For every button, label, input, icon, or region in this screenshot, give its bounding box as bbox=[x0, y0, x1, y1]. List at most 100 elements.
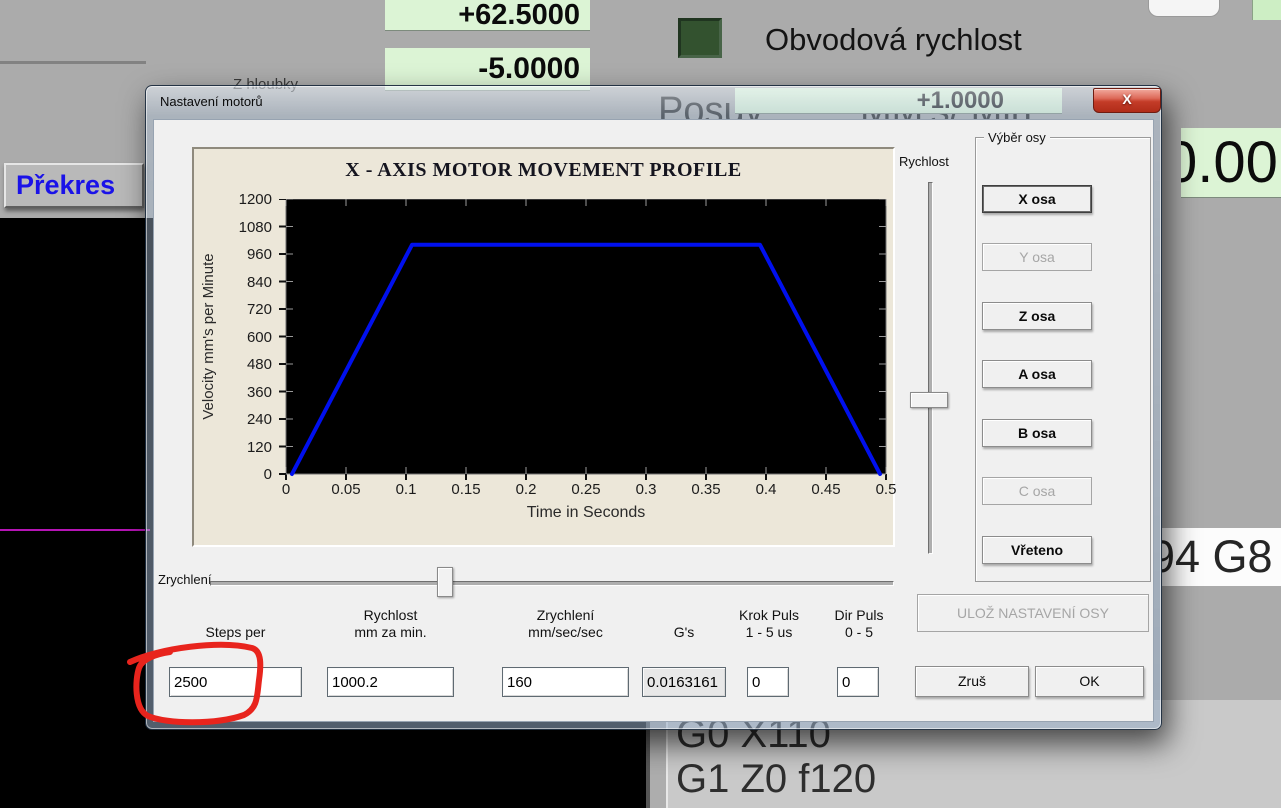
axis-button-b[interactable]: B osa bbox=[982, 419, 1092, 447]
y-tick-label: 240 bbox=[246, 411, 272, 428]
obvodova-rychlost-led[interactable] bbox=[678, 18, 722, 58]
gs-readout bbox=[642, 667, 726, 697]
cancel-button-label: Zruš bbox=[958, 673, 986, 689]
green-corner-fragment bbox=[1252, 0, 1281, 20]
axis-select-group: Výběr osy X osa Y osa Z osa A osa B osa … bbox=[975, 130, 1151, 582]
toolpath-magenta-line bbox=[0, 529, 150, 531]
x-tick-label: 0.15 bbox=[451, 481, 481, 498]
y-axis-title: Velocity mm's per Minute bbox=[200, 253, 217, 420]
step-pulse-label-line1: Krok Puls bbox=[739, 607, 799, 623]
x-tick-label: 0.1 bbox=[395, 481, 417, 498]
dialog-client-area: X - AXIS MOTOR MOVEMENT PROFILE 0 120 240 3… bbox=[153, 119, 1154, 722]
dro-value: -5.0000 bbox=[478, 52, 580, 85]
dialog-titlebar[interactable]: Nastavení motorů X bbox=[146, 86, 1161, 119]
axis-button-label: Z osa bbox=[1018, 308, 1056, 324]
velocity-slider-thumb[interactable] bbox=[910, 392, 948, 408]
axis-button-c: C osa bbox=[982, 477, 1092, 505]
gcode-modal-text: 94 G8 bbox=[1162, 531, 1273, 582]
obvodova-rychlost-label: Obvodová rychlost bbox=[765, 22, 1022, 57]
panel-divider-line bbox=[0, 61, 146, 64]
x-tick-label: 0.5 bbox=[875, 481, 897, 498]
axis-button-label: X osa bbox=[1018, 191, 1056, 207]
accel-input[interactable] bbox=[502, 667, 629, 697]
accel-slider-track[interactable] bbox=[210, 581, 894, 586]
dro-field-right: 0.00 bbox=[1181, 128, 1281, 197]
steps-per-label: Steps per bbox=[205, 624, 266, 640]
axis-button-a[interactable]: A osa bbox=[982, 360, 1092, 388]
y-tick-label: 840 bbox=[246, 273, 272, 291]
gcode-line-2: G1 Z0 f120 bbox=[676, 757, 877, 801]
x-tick-label: 0.4 bbox=[755, 481, 777, 498]
y-tick-label: 600 bbox=[246, 328, 272, 346]
axis-button-x[interactable]: X osa bbox=[982, 185, 1092, 213]
axis-button-spindle[interactable]: Vřeteno bbox=[982, 536, 1092, 564]
velocity-profile-plot bbox=[279, 199, 887, 480]
axis-select-group-title: Výběr osy bbox=[984, 130, 1050, 145]
axis-button-z[interactable]: Z osa bbox=[982, 302, 1092, 330]
x-axis-tick-labels: 0 0.05 0.1 0.15 0.2 0.25 0.3 0.35 0.4 0.45 0.5 bbox=[282, 481, 897, 499]
axis-button-label: Vřeteno bbox=[1010, 542, 1064, 558]
x-tick-label: 0.05 bbox=[331, 481, 361, 498]
y-tick-label: 1080 bbox=[238, 218, 272, 236]
y-tick-label: 360 bbox=[246, 383, 272, 401]
axis-button-label: B osa bbox=[1017, 425, 1057, 441]
y-tick-label: 720 bbox=[246, 301, 272, 318]
dir-pulse-label-line2: 0 - 5 bbox=[844, 624, 873, 640]
gs-label: G's bbox=[673, 624, 695, 640]
velocity-slider-track[interactable] bbox=[928, 182, 933, 554]
ok-button-label: OK bbox=[1079, 673, 1100, 689]
motor-tuning-dialog: Nastavení motorů X X - AXIS MOTOR MOVEME… bbox=[145, 85, 1162, 730]
axis-button-label: C osa bbox=[1018, 483, 1056, 499]
velocity-slider-label: Rychlost bbox=[899, 154, 949, 169]
axis-button-label: Y osa bbox=[1019, 249, 1055, 265]
redraw-button[interactable]: Překres bbox=[4, 163, 144, 208]
velocity-label-line1: Rychlost bbox=[363, 607, 418, 623]
red-annotation-circle bbox=[127, 641, 264, 726]
ok-button[interactable]: OK bbox=[1035, 666, 1144, 697]
x-tick-label: 0.45 bbox=[811, 481, 841, 498]
white-rounded-fragment bbox=[1148, 0, 1220, 17]
gcode-scrollbar[interactable] bbox=[646, 700, 650, 808]
dro-field-top: +62.5000 bbox=[385, 0, 590, 30]
axis-button-label: A osa bbox=[1018, 366, 1056, 382]
accel-slider-thumb[interactable] bbox=[437, 567, 453, 597]
steps-per-input[interactable] bbox=[169, 667, 302, 697]
dro-value: 0.00 bbox=[1181, 130, 1278, 195]
motor-profile-chart: X - AXIS MOTOR MOVEMENT PROFILE 0 120 240 3… bbox=[192, 147, 897, 547]
x-tick-label: 0.2 bbox=[515, 481, 537, 498]
step-pulse-label-line2: 1 - 5 us bbox=[745, 624, 793, 640]
close-icon: X bbox=[1122, 91, 1132, 107]
x-tick-label: 0.25 bbox=[571, 481, 601, 498]
gcode-modal-strip: 94 G8 bbox=[1162, 528, 1281, 586]
y-tick-label: 0 bbox=[263, 466, 272, 483]
save-axis-settings-button: ULOŽ NASTAVENÍ OSY bbox=[917, 594, 1149, 632]
cancel-button[interactable]: Zruš bbox=[915, 666, 1029, 697]
chart-title: X - AXIS MOTOR MOVEMENT PROFILE bbox=[345, 159, 742, 181]
y-tick-label: 120 bbox=[246, 438, 272, 456]
y-axis-tick-labels: 0 120 240 360 480 600 720 840 960 1080 1200 bbox=[194, 191, 272, 483]
dro-field-mid: -5.0000 bbox=[385, 48, 590, 90]
velocity-input[interactable] bbox=[327, 667, 454, 697]
y-tick-label: 960 bbox=[246, 246, 272, 263]
y-tick-label: 480 bbox=[246, 356, 272, 373]
step-pulse-input[interactable] bbox=[747, 667, 789, 697]
y-tick-label: 1200 bbox=[238, 191, 272, 208]
dir-pulse-input[interactable] bbox=[837, 667, 879, 697]
accel-label-line1: Zrychlení bbox=[536, 607, 595, 623]
x-tick-label: 0.3 bbox=[635, 481, 657, 498]
close-button[interactable]: X bbox=[1093, 88, 1161, 113]
redraw-button-label: Překres bbox=[16, 170, 116, 200]
accel-label-line2: mm/sec/sec bbox=[528, 624, 603, 640]
velocity-label-line2: mm za min. bbox=[354, 624, 427, 640]
accel-slider-label: Zrychlení bbox=[158, 572, 212, 587]
save-axis-settings-label: ULOŽ NASTAVENÍ OSY bbox=[957, 605, 1109, 621]
x-tick-label: 0 bbox=[281, 481, 291, 498]
axis-button-y: Y osa bbox=[982, 243, 1092, 271]
velocity-profile bbox=[290, 242, 882, 476]
x-tick-label: 0.35 bbox=[691, 481, 721, 498]
dro-value: +62.5000 bbox=[458, 0, 580, 31]
dialog-title: Nastavení motorů bbox=[160, 94, 263, 109]
dir-pulse-label-line1: Dir Puls bbox=[834, 607, 884, 623]
x-axis-title: Time in Seconds bbox=[526, 504, 646, 521]
